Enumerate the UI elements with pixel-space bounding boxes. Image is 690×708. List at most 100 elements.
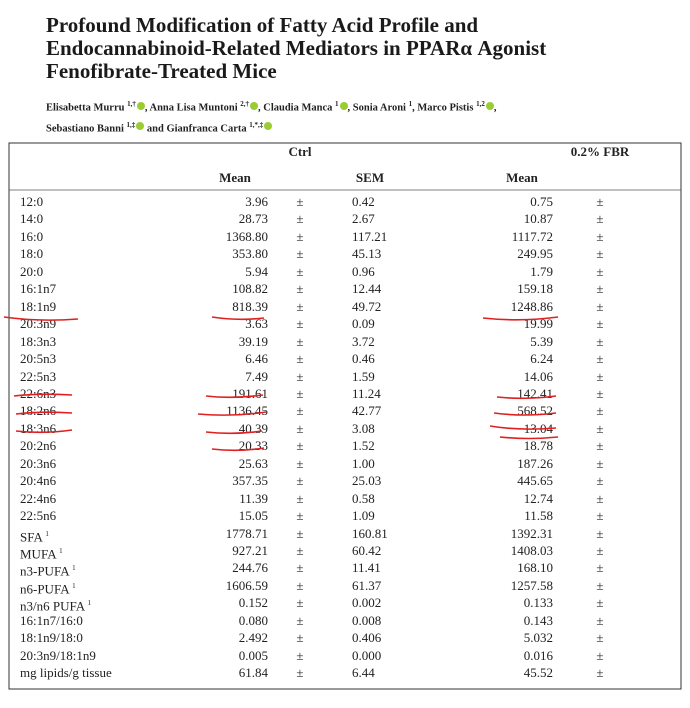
- plus-minus: ±: [596, 490, 604, 506]
- row-label: n3-PUFA 1: [20, 563, 76, 579]
- plus-minus: ±: [296, 368, 304, 384]
- orcid-icon: [264, 122, 273, 130]
- table-cell: 0.58: [352, 490, 375, 506]
- plus-minus: ±: [296, 508, 304, 524]
- author-name: Sonia Aroni: [352, 102, 406, 114]
- row-label: n6-PUFA 1: [20, 581, 76, 597]
- table-cell: 3.96: [245, 194, 268, 209]
- table-cell: 0.143: [523, 612, 553, 628]
- table-cell: 357.35: [232, 473, 268, 489]
- table-cell: 445.65: [517, 473, 553, 489]
- plus-minus: ±: [596, 333, 604, 349]
- author-line: Sebastiano Banni 1,‡ and Gianfranca Cart…: [46, 117, 496, 138]
- plus-minus: ±: [596, 316, 604, 332]
- separator: ,: [258, 102, 261, 114]
- table-border: [8, 142, 682, 690]
- plus-minus: ±: [596, 438, 604, 454]
- plus-minus: ±: [596, 525, 604, 541]
- plus-minus: ±: [596, 612, 604, 628]
- plus-minus: ±: [296, 281, 304, 297]
- plus-minus: ±: [596, 263, 604, 279]
- title-line: Profound Modification of Fatty Acid Prof…: [46, 13, 479, 37]
- plus-minus: ±: [596, 246, 604, 262]
- table-cell: 45.13: [352, 246, 382, 262]
- plus-minus: ±: [296, 543, 304, 558]
- plus-minus: ±: [596, 647, 604, 663]
- plus-minus: ±: [296, 351, 304, 367]
- separator: ,: [493, 102, 497, 114]
- table-cell: 1.00: [352, 455, 375, 471]
- plus-minus: ±: [596, 194, 604, 209]
- plus-minus: ±: [296, 473, 304, 489]
- table-cell: 244.76: [232, 560, 268, 576]
- table-cell: 14.06: [523, 368, 553, 384]
- plus-minus: ±: [296, 316, 304, 332]
- table-cell: 160.81: [352, 525, 388, 541]
- plus-minus: ±: [596, 560, 604, 576]
- table-cell: 25.03: [352, 473, 382, 489]
- table-cell: 187.26: [517, 455, 553, 471]
- table-cell: 927.21: [232, 543, 268, 558]
- table-cell: 0.46: [352, 351, 375, 367]
- table-cell: 61.37: [352, 577, 382, 593]
- table-cell: 5.94: [245, 263, 268, 279]
- row-label: 20:2n6: [20, 438, 57, 454]
- table-cell: 0.016: [523, 647, 553, 663]
- author-affiliation: 1,†: [127, 100, 136, 108]
- table-cell: 1117.72: [511, 228, 553, 244]
- plus-minus: ±: [296, 333, 304, 349]
- plus-minus: ±: [596, 228, 604, 244]
- author-affiliation: 1: [408, 100, 413, 108]
- underline: [205, 430, 263, 435]
- table-cell: 0.080: [238, 612, 268, 628]
- plus-minus: ±: [596, 368, 604, 384]
- row-label: 16:1n7: [20, 281, 57, 297]
- table-cell: 6.24: [530, 351, 553, 367]
- table-cell: 0.152: [238, 595, 268, 611]
- author-affiliation: 1,*,‡: [249, 120, 264, 129]
- title-line: Endocannabinoid-Related Mediators in PPA…: [46, 36, 547, 60]
- row-label: 22:6n3: [20, 385, 57, 401]
- row-label-note: 1: [45, 529, 49, 538]
- row-label: mg lipids/g tissue: [20, 665, 112, 681]
- plus-minus: ±: [596, 385, 604, 401]
- author-name: Anna Lisa Muntoni: [149, 102, 238, 114]
- underline: [211, 316, 265, 321]
- table-cell: 39.19: [238, 333, 268, 349]
- table-cell: 168.10: [517, 560, 553, 576]
- underline: [482, 316, 559, 321]
- plus-minus: ±: [596, 543, 604, 558]
- table-cell: 0.002: [352, 595, 382, 611]
- author-name: Claudia Manca: [263, 102, 333, 114]
- row-label: 18:1n9/18:0: [20, 630, 83, 646]
- orcid-icon: [485, 101, 494, 110]
- plus-minus: ±: [596, 473, 604, 489]
- plus-minus: ±: [596, 455, 604, 471]
- plus-minus: ±: [596, 595, 604, 611]
- table-cell: 0.09: [352, 316, 375, 332]
- table-cell: 1408.03: [510, 543, 553, 558]
- table-cell: 0.42: [352, 194, 375, 209]
- plus-minus: ±: [596, 508, 604, 524]
- table-cell: 1778.71: [225, 525, 268, 541]
- plus-minus: ±: [596, 281, 604, 297]
- row-label: 14:0: [20, 211, 44, 227]
- table-cell: 0.005: [238, 647, 268, 663]
- row-label: 20:3n9/18:1n9: [20, 647, 96, 663]
- table-cell: 1.79: [530, 263, 553, 279]
- row-label-note: 1: [87, 599, 92, 608]
- author-name: Elisabetta Murru: [46, 102, 125, 114]
- row-label-note: 1: [59, 547, 63, 555]
- separator: ,: [144, 102, 148, 114]
- table-cell: 11.41: [352, 560, 381, 576]
- row-label: 16:0: [20, 228, 44, 244]
- table-cell: 0.75: [530, 194, 553, 209]
- orcid-icon: [136, 101, 145, 110]
- author-affiliation: 1,2: [476, 100, 485, 108]
- table-cell: 1392.31: [510, 525, 553, 541]
- table-cell: 1368.80: [225, 228, 268, 244]
- plus-minus: ±: [296, 228, 304, 244]
- group-header: Ctrl: [288, 144, 312, 159]
- orcid-icon: [339, 101, 348, 110]
